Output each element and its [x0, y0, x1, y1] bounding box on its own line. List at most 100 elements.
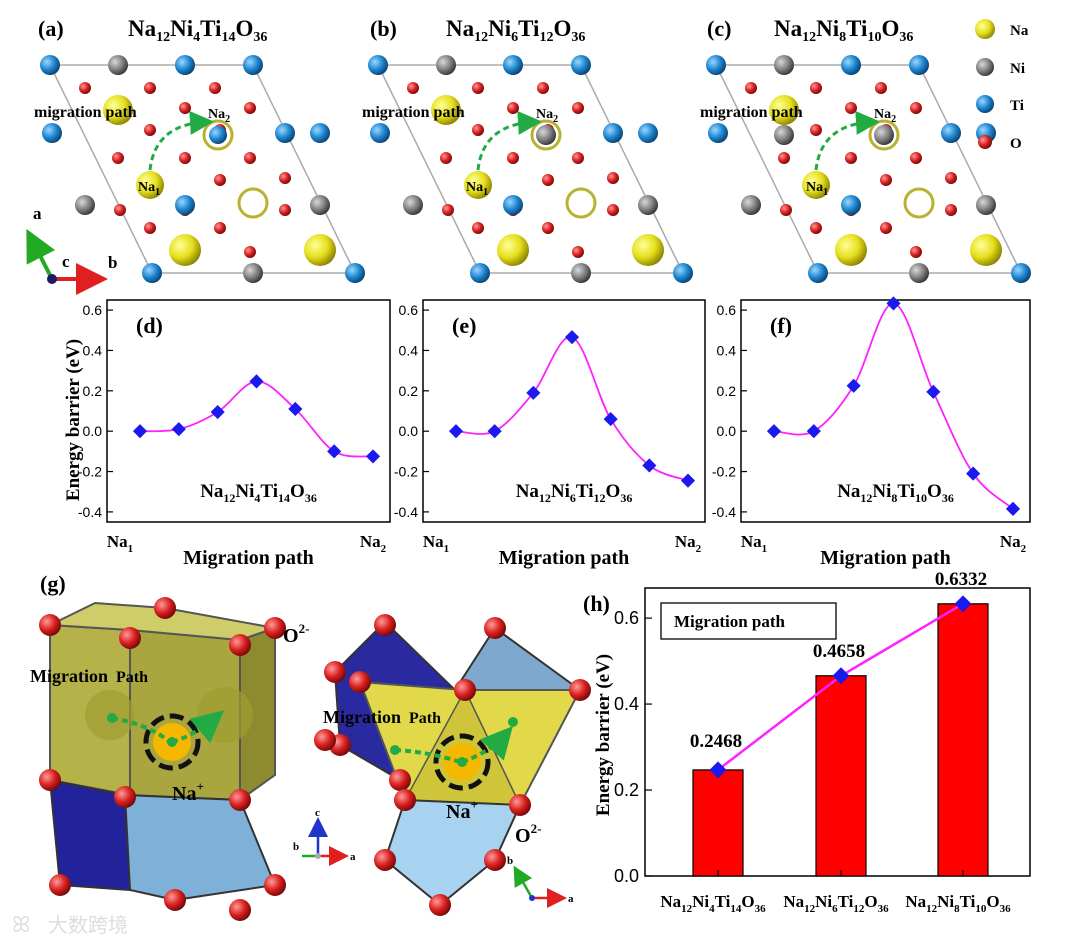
oxygen-atom: [119, 627, 141, 649]
path-dot-mid-left: [167, 737, 177, 747]
titanium-atom: [470, 263, 490, 283]
octahedron-light-left: [123, 793, 277, 902]
data-point: [448, 424, 464, 439]
oxygen-atom: [572, 152, 584, 164]
crystal-panel-a: [40, 55, 365, 283]
titanium-atom: [503, 195, 523, 215]
oxygen-atom: [79, 82, 91, 94]
chart-formula-label-part: 12: [539, 491, 551, 505]
data-point: [132, 424, 148, 439]
panel-tag: (d): [136, 313, 163, 338]
axis-g-b-label: b: [293, 841, 299, 853]
nickel-atom: [909, 263, 929, 283]
data-point: [680, 473, 696, 488]
site-ring: [565, 187, 597, 219]
na1-label-a: Na1: [138, 180, 160, 198]
titanium-atom: [243, 55, 263, 75]
titanium-atom: [345, 263, 365, 283]
axis-g2-b-label: b: [507, 855, 513, 867]
oxygen-atom: [537, 82, 549, 94]
oxygen-atom: [572, 246, 584, 258]
category-label-part: 36: [1000, 903, 1012, 915]
y-tick-label: -0.2: [78, 464, 102, 480]
chart-formula-label: Na12Ni4Ti14O36: [200, 481, 317, 505]
category-label-part: Na: [905, 892, 926, 911]
chart-formula-label-part: Na: [516, 481, 540, 502]
sodium-atom: [497, 234, 529, 266]
axis-c-dot: [47, 274, 57, 284]
oxygen-atom: [244, 152, 256, 164]
chart-formula-label-part: Ti: [576, 481, 594, 502]
oxygen-atom: [945, 172, 957, 184]
data-point: [642, 458, 657, 473]
oxygen-atom: [164, 889, 186, 911]
axis-g-c-label: c: [315, 807, 320, 819]
migration-arrow: [148, 110, 214, 171]
category-label-part: Na: [660, 892, 681, 911]
category-label: Na12Ni4Ti14O36: [660, 892, 766, 915]
path-dot-right: [390, 745, 400, 755]
oxygen-atom: [910, 102, 922, 114]
anion-label-left: O2-: [283, 621, 309, 647]
na-ion-label-right: Na+: [446, 797, 478, 823]
plot-frame: [422, 299, 706, 523]
x-start-label: Na1: [423, 532, 449, 555]
oxygen-atom: [39, 614, 61, 636]
oxygen-atom: [279, 204, 291, 216]
chart-h: 0.00.20.40.60.2468Na12Ni4Ti14O360.4658Na…: [614, 569, 1031, 915]
nickel-atom: [874, 125, 894, 145]
oxygen-atom: [389, 769, 411, 791]
legend-o-ball: [978, 135, 992, 149]
data-point: [249, 374, 264, 389]
chart-formula-label: Na12Ni6Ti12O36: [516, 481, 633, 505]
category-label-part: 8: [954, 903, 960, 915]
category-label-part: Ni: [937, 892, 954, 911]
category-label-part: Ti: [838, 892, 854, 911]
axis-g-origin: [315, 853, 321, 859]
oxygen-atom: [229, 634, 251, 656]
chart-formula-label-part: 36: [620, 491, 632, 505]
nickel-atom: [436, 55, 456, 75]
plot-frame: [106, 299, 391, 523]
na2-label-a: Na2: [208, 107, 230, 125]
category-label-part: O: [864, 892, 877, 911]
panel-b-formula: Na12Ni6Ti12O36: [446, 16, 585, 45]
titanium-atom: [142, 263, 162, 283]
oxygen-atom: [507, 102, 519, 114]
titanium-atom: [175, 55, 195, 75]
oxygen-atom: [442, 204, 454, 216]
oxygen-atom: [112, 152, 124, 164]
ghost-na-right: [197, 687, 253, 743]
category-label-part: Ni: [692, 892, 709, 911]
chart-formula-label-part: 36: [942, 491, 954, 505]
migration-arrow: [814, 110, 880, 171]
chart-f: -0.4-0.20.00.20.40.6(f)Na12Ni8Ti10O36Na1…: [712, 296, 1031, 569]
oxygen-atom: [144, 82, 156, 94]
oxygen-atom: [507, 152, 519, 164]
titanium-atom: [841, 195, 861, 215]
site-ring: [868, 119, 900, 151]
x-start-part: Na: [741, 532, 762, 551]
sodium-atom: [103, 95, 133, 125]
x-start-label: Na1: [107, 532, 133, 555]
def-ylabel: Energy barrier (eV): [63, 339, 84, 501]
sodium-atom: [970, 234, 1002, 266]
category-label-part: 14: [730, 903, 742, 915]
oxygen-atom: [845, 102, 857, 114]
nickel-atom: [243, 263, 263, 283]
category-label-part: 36: [755, 903, 767, 915]
category-label-part: O: [986, 892, 999, 911]
titanium-atom: [42, 123, 62, 143]
legend-na-ball: [975, 19, 995, 39]
oxygen-atom: [945, 204, 957, 216]
category-label-part: O: [741, 892, 754, 911]
oxygen-atom: [484, 849, 506, 871]
atom-legend: Na Ni Ti O: [975, 19, 1029, 152]
panel-h-tag: (h): [583, 591, 610, 616]
y-tick-label: 0.2: [83, 383, 103, 399]
na1-label-c: Na1: [806, 180, 828, 198]
oxygen-atom: [472, 124, 484, 136]
migration-arrow: [476, 110, 542, 171]
oxygen-atom: [229, 899, 251, 921]
oxygen-atom: [374, 614, 396, 636]
